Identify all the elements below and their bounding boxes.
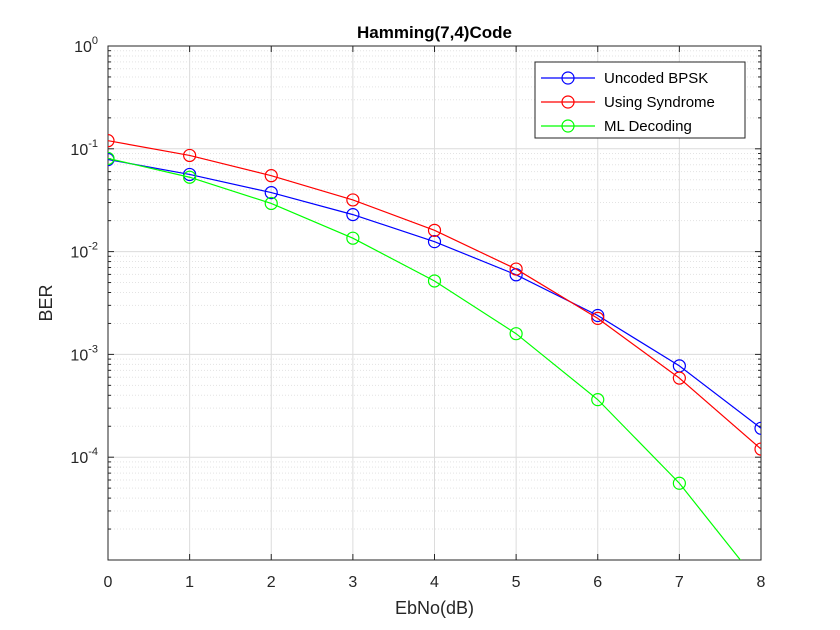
data-point bbox=[264, 169, 278, 183]
x-tick-label: 3 bbox=[348, 574, 357, 591]
data-point bbox=[346, 231, 360, 245]
data-point bbox=[509, 327, 523, 341]
x-tick-label: 8 bbox=[757, 574, 766, 591]
legend-label: ML Decoding bbox=[604, 118, 692, 135]
series-layer bbox=[108, 134, 761, 560]
x-tick-label: 1 bbox=[185, 574, 194, 591]
data-point bbox=[183, 148, 197, 163]
data-point bbox=[427, 274, 442, 288]
x-tick-label: 7 bbox=[675, 574, 684, 591]
data-point bbox=[183, 170, 197, 184]
legend-entries: Uncoded BPSK Using Syndrome ML Decoding bbox=[541, 70, 715, 135]
data-point bbox=[672, 476, 686, 490]
y-tick-label: 10-1 bbox=[70, 138, 98, 159]
y-tick-labels: 100 10-1 10-2 10-3 10-4 bbox=[70, 35, 98, 467]
legend-entry: Using Syndrome bbox=[541, 94, 715, 111]
x-tick-label: 5 bbox=[512, 574, 521, 591]
data-point bbox=[509, 262, 523, 276]
data-point bbox=[108, 151, 115, 166]
data-point bbox=[427, 235, 442, 249]
y-tick-label: 10-4 bbox=[70, 446, 98, 467]
x-tick-label: 6 bbox=[593, 574, 602, 591]
data-point bbox=[754, 421, 761, 435]
series-ml-decoding bbox=[108, 151, 742, 560]
legend-label: Using Syndrome bbox=[604, 94, 715, 111]
legend-box bbox=[534, 61, 746, 139]
legend-entry: ML Decoding bbox=[541, 118, 692, 135]
x-tick-labels: 0 1 2 3 4 5 6 7 8 bbox=[104, 574, 766, 591]
data-point bbox=[264, 185, 278, 200]
tick-marks bbox=[107, 45, 762, 560]
legend-label: Uncoded BPSK bbox=[604, 70, 708, 87]
series-line bbox=[108, 158, 761, 429]
data-point bbox=[591, 308, 605, 323]
legend-entry: Uncoded BPSK bbox=[541, 70, 708, 87]
series-using-syndrome bbox=[108, 134, 761, 456]
y-tick-label: 10-3 bbox=[70, 343, 98, 364]
legend-swatch-marker bbox=[561, 119, 575, 133]
legend-swatch-marker bbox=[561, 95, 575, 109]
data-point bbox=[427, 223, 442, 237]
x-tick-label: 4 bbox=[430, 574, 439, 591]
data-point bbox=[591, 311, 605, 325]
data-point bbox=[591, 393, 605, 407]
data-point bbox=[108, 134, 115, 148]
legend: Uncoded BPSK Using Syndrome ML Decoding bbox=[534, 61, 746, 139]
legend-swatch-marker bbox=[561, 71, 575, 85]
series-line bbox=[108, 140, 761, 450]
x-tick-label: 2 bbox=[267, 574, 276, 591]
minor-grid bbox=[108, 50, 761, 530]
data-point bbox=[754, 442, 761, 456]
data-point bbox=[346, 208, 360, 222]
y-tick-label: 100 bbox=[74, 35, 98, 56]
y-tick-label: 10-2 bbox=[70, 241, 98, 262]
data-point bbox=[672, 371, 686, 385]
series-line bbox=[108, 157, 742, 560]
data-point bbox=[264, 196, 278, 211]
data-point bbox=[346, 193, 360, 207]
chart-title: Hamming(7,4)Code bbox=[357, 23, 512, 42]
y-axis-title: BER bbox=[36, 284, 56, 321]
x-tick-label: 0 bbox=[104, 574, 113, 591]
x-axis-title: EbNo(dB) bbox=[395, 598, 474, 618]
data-point bbox=[183, 167, 197, 182]
